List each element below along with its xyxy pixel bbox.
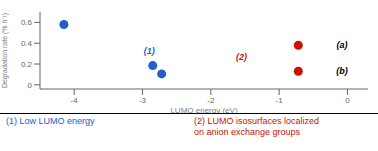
svg-text:0.4: 0.4 [21, 39, 33, 48]
svg-text:-2: -2 [207, 96, 215, 105]
svg-text:0: 0 [345, 96, 350, 105]
svg-text:0.2: 0.2 [21, 60, 33, 69]
svg-text:0: 0 [28, 81, 33, 90]
svg-text:(b): (b) [336, 66, 348, 76]
svg-text:-3: -3 [139, 96, 147, 105]
svg-text:(2): (2) [236, 52, 247, 62]
svg-text:Degradation rate (% h⁻¹): Degradation rate (% h⁻¹) [8, 13, 9, 88]
html-text:(2) LUMO isosurfaces localized: (2) LUMO isosurfaces localized on anion … [194, 116, 319, 137]
html-text:(1) Low LUMO energy: (1) Low LUMO energy [6, 116, 95, 126]
svg-text:LUMO energy (eV): LUMO energy (eV) [170, 106, 237, 113]
svg-text:(1): (1) [144, 46, 155, 56]
svg-text:-1: -1 [276, 96, 284, 105]
svg-text:-4: -4 [71, 96, 79, 105]
svg-text:0.6: 0.6 [21, 18, 33, 27]
svg-text:(a): (a) [337, 40, 348, 50]
